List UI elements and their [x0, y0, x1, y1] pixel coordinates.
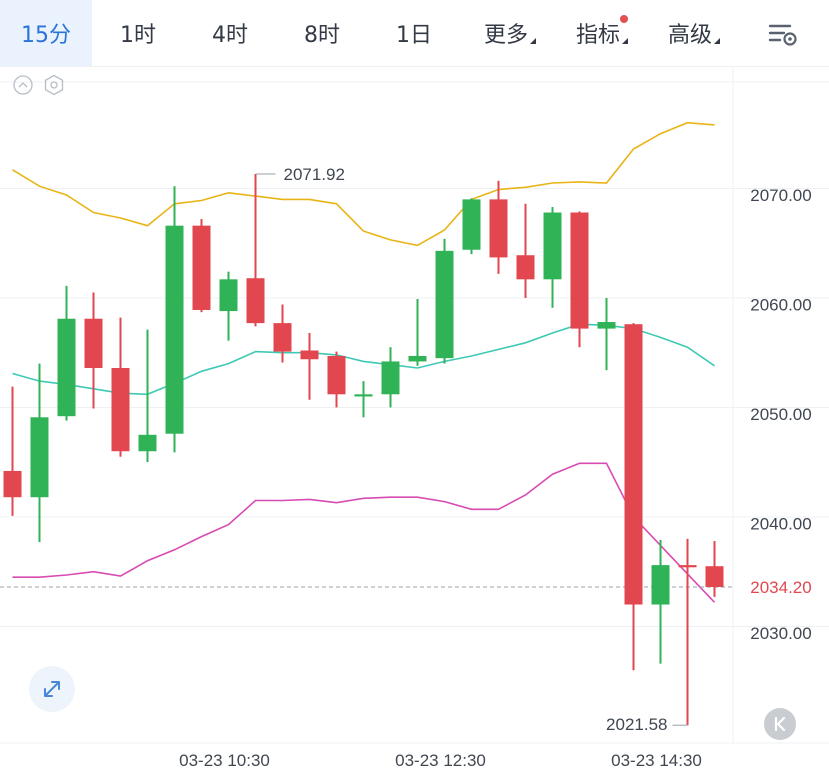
- collapse-up-circle: [13, 75, 33, 95]
- y-tick-label: 2040.00: [750, 515, 811, 534]
- y-tick-label: 2050.00: [750, 405, 811, 424]
- candle-body: [219, 279, 238, 312]
- chart-settings-button[interactable]: [760, 14, 804, 52]
- tab-5[interactable]: 更多: [460, 0, 552, 66]
- candle-body: [354, 394, 373, 397]
- notification-dot: [620, 15, 628, 23]
- dropdown-triangle-icon: [714, 38, 720, 44]
- tab-label: 8时: [304, 23, 340, 48]
- candle-body: [408, 355, 427, 362]
- tab-label: 15分: [21, 23, 71, 48]
- tab-4[interactable]: 1日: [368, 0, 460, 66]
- candle-body: [570, 212, 589, 329]
- y-tick-label: 2030.00: [750, 624, 811, 643]
- timeframe-toolbar: 15分 1时 4时 8时 1日 更多 指标 高级: [0, 0, 829, 66]
- current-price-tag: [734, 573, 829, 602]
- tab-label: 指标: [575, 23, 620, 48]
- candle-body: [381, 361, 400, 395]
- collapse-up-icon[interactable]: [13, 75, 33, 95]
- candle-body: [543, 212, 562, 280]
- candle-body: [3, 470, 22, 498]
- x-tick-label: 03-23 10:30: [179, 751, 270, 770]
- skip-to-end-icon: [774, 716, 786, 732]
- candle-body: [138, 434, 157, 452]
- candle-body: [489, 199, 508, 258]
- tab-0[interactable]: 15分: [0, 0, 92, 66]
- candle-body: [84, 318, 103, 369]
- scroll-to-latest-button[interactable]: [764, 708, 796, 740]
- chevron-up-icon: [18, 82, 28, 88]
- candle-body: [246, 278, 265, 324]
- max-price-label: 2071.92: [284, 165, 345, 184]
- tab-label: 4时: [212, 23, 248, 48]
- tab-1[interactable]: 1时: [92, 0, 184, 66]
- x-tick-label: 03-23 14:30: [611, 751, 702, 770]
- tab-2[interactable]: 4时: [184, 0, 276, 66]
- min-price-label: 2021.58: [606, 715, 667, 734]
- tab-6[interactable]: 指标: [552, 0, 644, 66]
- candle-body: [678, 565, 697, 568]
- candle-body: [651, 565, 670, 605]
- candle-body: [111, 368, 130, 452]
- candle-body: [192, 225, 211, 310]
- tab-3[interactable]: 8时: [276, 0, 368, 66]
- y-tick-label: 2060.00: [750, 296, 811, 315]
- candle-body: [462, 199, 481, 250]
- candle-body: [597, 322, 616, 329]
- hexagon-icon: [44, 74, 64, 96]
- upper-band-line: [12, 121, 715, 247]
- expand-icon: [44, 681, 60, 697]
- candle-body: [624, 324, 643, 605]
- candle-body: [57, 318, 76, 417]
- candle-body: [300, 350, 319, 360]
- candle-body: [165, 225, 184, 434]
- expand-chart-button[interactable]: [29, 666, 75, 712]
- dropdown-triangle-icon: [622, 38, 628, 44]
- hexagon-center-icon: [50, 81, 58, 89]
- tab-label: 高级: [667, 23, 712, 48]
- current-price-label: 2034.20: [750, 578, 811, 597]
- candle-body: [705, 566, 724, 588]
- candle-body: [516, 255, 535, 280]
- tab-label: 1日: [396, 23, 432, 48]
- candle-body: [30, 417, 49, 498]
- candlestick-chart[interactable]: 2070.00 2060.00 2050.00 2040.00 2030.00 03-23…: [0, 67, 829, 771]
- candle-body: [273, 323, 292, 352]
- lower-band-line: [12, 462, 716, 603]
- indicator-settings-icon[interactable]: [44, 74, 64, 96]
- candle-body: [327, 355, 346, 395]
- toolbar-divider: [0, 66, 829, 67]
- tab-label: 更多: [483, 23, 528, 48]
- dropdown-triangle-icon: [530, 38, 536, 44]
- x-tick-label: 03-23 12:30: [395, 751, 486, 770]
- candle-body: [435, 250, 454, 359]
- tab-label: 1时: [120, 23, 156, 48]
- tab-7[interactable]: 高级: [644, 0, 736, 66]
- scroll-latest-bg: [764, 708, 796, 740]
- y-tick-label: 2070.00: [750, 186, 811, 205]
- chart-settings-icon: [768, 24, 797, 46]
